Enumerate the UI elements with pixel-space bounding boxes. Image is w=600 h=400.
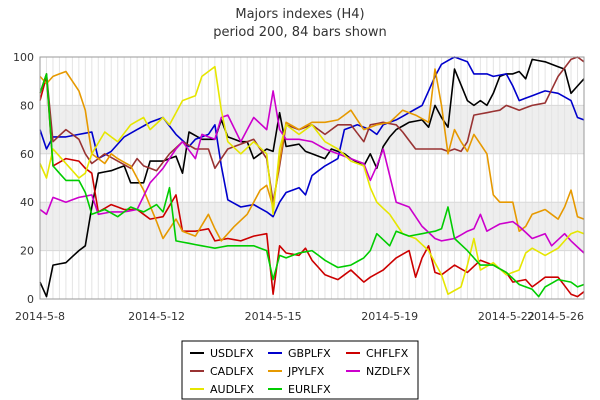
legend-label-eurlfx: EURLFX bbox=[288, 383, 331, 396]
y-tick-label: 0 bbox=[27, 293, 34, 306]
legend-box bbox=[181, 340, 419, 400]
legend-label-cadlfx: CADLFX bbox=[210, 365, 254, 378]
y-tick-label: 20 bbox=[20, 245, 34, 258]
series-line-eurlfx bbox=[39, 73, 585, 298]
series-line-jpylfx bbox=[39, 68, 585, 242]
y-tick-label: 60 bbox=[20, 148, 34, 161]
legend-label-usdlfx: USDLFX bbox=[210, 347, 254, 360]
legend-label-gbplfx: GBPLFX bbox=[288, 347, 331, 360]
legend-label-jpylfx: JPYLFX bbox=[287, 365, 325, 378]
x-tick-label: 2014-5-22 bbox=[478, 310, 535, 323]
series-layer bbox=[39, 56, 585, 298]
x-axis-ticks: 2014-5-8 2014-5-12 2014-5-15 2014-5-19 2014-… bbox=[15, 310, 584, 323]
legend-label-audlfx: AUDLFX bbox=[210, 383, 255, 396]
y-tick-label: 80 bbox=[20, 99, 34, 112]
series-line-nzdlfx bbox=[39, 90, 585, 254]
y-tick-label: 100 bbox=[13, 51, 34, 64]
series-line-gbplfx bbox=[39, 56, 585, 218]
x-tick-label: 2014-5-26 bbox=[527, 310, 584, 323]
x-tick-label: 2014-5-8 bbox=[15, 310, 65, 323]
legend-label-nzdlfx: NZDLFX bbox=[366, 365, 411, 378]
chart-subtitle: period 200, 84 bars shown bbox=[213, 25, 387, 40]
series-line-audlfx bbox=[39, 65, 585, 296]
y-axis-ticks: 0 20 40 60 80 100 bbox=[13, 51, 34, 306]
legend: USDLFX GBPLFX CHFLFX CADLFX JPYLFX NZDLFX AUDL… bbox=[181, 340, 419, 400]
x-tick-label: 2014-5-15 bbox=[245, 310, 302, 323]
chart-title: Majors indexes (H4) bbox=[235, 7, 364, 22]
legend-label-chflfx: CHFLFX bbox=[366, 347, 409, 360]
plot-frame bbox=[39, 56, 585, 300]
series-line-usdlfx bbox=[39, 58, 585, 298]
y-tick-label: 40 bbox=[20, 196, 34, 209]
x-tick-label: 2014-5-19 bbox=[361, 310, 418, 323]
x-tick-label: 2014-5-12 bbox=[128, 310, 185, 323]
